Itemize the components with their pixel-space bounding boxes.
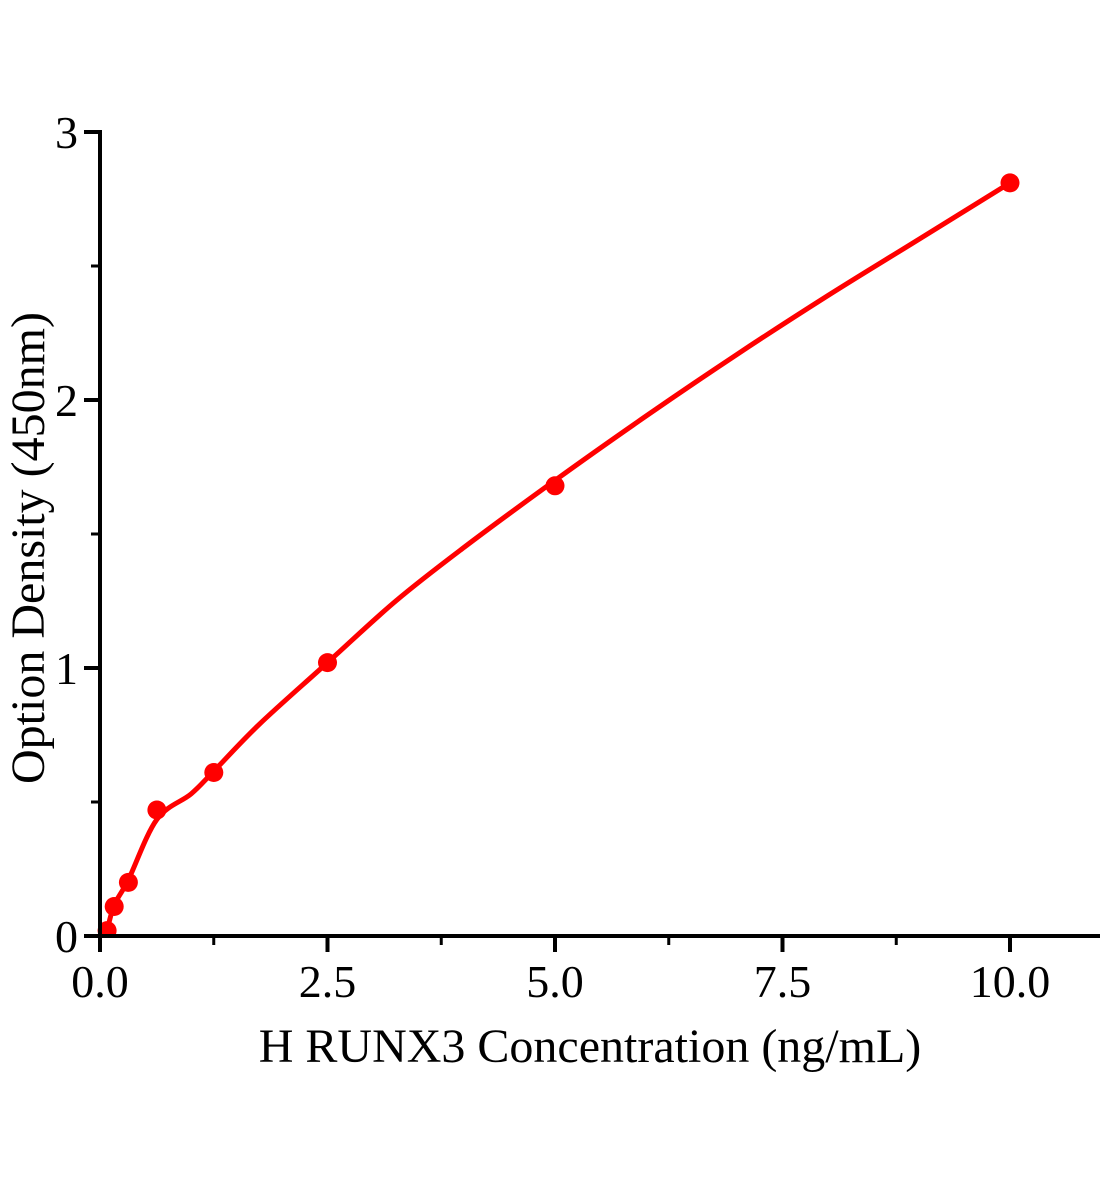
data-point-5	[545, 476, 565, 496]
x-tick-label-2.5: 2.5	[299, 956, 357, 1007]
data-point-0.078	[97, 921, 117, 934]
series-h-runx3	[97, 173, 1020, 934]
fit-curve-line	[104, 180, 1013, 934]
y-tick-label-0: 0	[55, 911, 78, 962]
x-axis-title: H RUNX3 Concentration (ng/mL)	[259, 1020, 922, 1073]
data-point-1.25	[204, 763, 224, 782]
ticks: 0.0 2.5 5.0 7.5 10.0 0 1 2 3	[55, 107, 1050, 1007]
x-tick-label-7.5: 7.5	[754, 956, 812, 1007]
y-tick-label-1: 1	[55, 643, 78, 694]
data-point-2.5	[318, 653, 337, 673]
axis-titles: H RUNX3 Concentration (ng/mL) Option Dens…	[2, 312, 921, 1073]
y-tick-label-3: 3	[55, 107, 78, 158]
data-point-10	[1000, 173, 1020, 193]
x-tick-label-10.0: 10.0	[970, 956, 1051, 1007]
y-axis-title: Option Density (450nm)	[2, 312, 55, 784]
x-tick-label-5.0: 5.0	[526, 956, 584, 1007]
data-point-0.625	[147, 800, 167, 820]
data-point-0.312	[118, 872, 138, 892]
y-tick-label-2: 2	[55, 375, 78, 426]
data-point-0.156	[104, 897, 124, 916]
x-tick-label-0.0: 0.0	[71, 956, 129, 1007]
